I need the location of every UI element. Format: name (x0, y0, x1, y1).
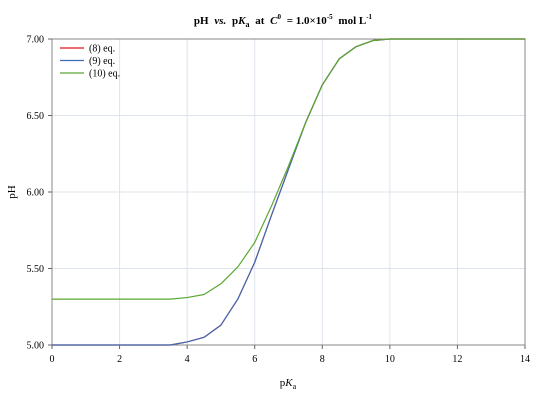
title-k: K (237, 15, 246, 27)
series-line-3 (51, 38, 526, 300)
title-at: at (255, 15, 265, 27)
y-axis-label: pH (6, 185, 18, 199)
gridlines (52, 39, 525, 345)
title-vs: vs. (214, 15, 226, 27)
y-tick-label: 5.00 (27, 341, 45, 352)
chart-title: pH vs. pKa at C0 = 1.0×10-5 mol L-1 (194, 10, 373, 30)
title-exponent: -5 (327, 13, 333, 21)
y-tick-label: 6.50 (27, 111, 45, 122)
legend-label-3: (10) eq. (89, 69, 120, 80)
title-unit: mol L (338, 15, 366, 27)
xlabel-p: p (280, 377, 286, 389)
legend-label-2: (9) eq. (89, 56, 115, 67)
series-lines (51, 38, 526, 346)
title-unit-exponent: -1 (366, 13, 372, 21)
title-c-superscript: 0 (278, 13, 282, 21)
x-tick-label: 14 (520, 354, 530, 365)
axis-ticks: 0 2 4 6 8 10 12 14 5.00 5.50 6.00 6.50 7.00 (27, 35, 531, 366)
y-tick-label: 7.00 (27, 35, 45, 46)
legend-label-1: (8) eq. (89, 44, 115, 55)
y-tick-label: 5.50 (27, 264, 45, 275)
legend: (8) eq.(9) eq. (10) eq. (60, 44, 120, 80)
title-p: p (232, 15, 238, 27)
x-tick-label: 6 (252, 354, 257, 365)
x-tick-label: 12 (452, 354, 462, 365)
x-tick-label: 2 (117, 354, 122, 365)
xlabel-k: K (284, 377, 293, 389)
title-c: C (270, 15, 278, 27)
title-equals: = 1.0×10 (287, 15, 328, 27)
y-tick-label: 6.00 (27, 188, 45, 199)
x-tick-label: 10 (385, 354, 395, 365)
x-axis-label: pKa (280, 377, 297, 391)
title-a-subscript: a (246, 20, 250, 29)
xlabel-a-subscript: a (293, 382, 297, 391)
x-tick-label: 4 (185, 354, 190, 365)
title-ph: pH (194, 15, 209, 27)
x-tick-label: 8 (320, 354, 325, 365)
x-tick-label: 0 (50, 354, 55, 365)
